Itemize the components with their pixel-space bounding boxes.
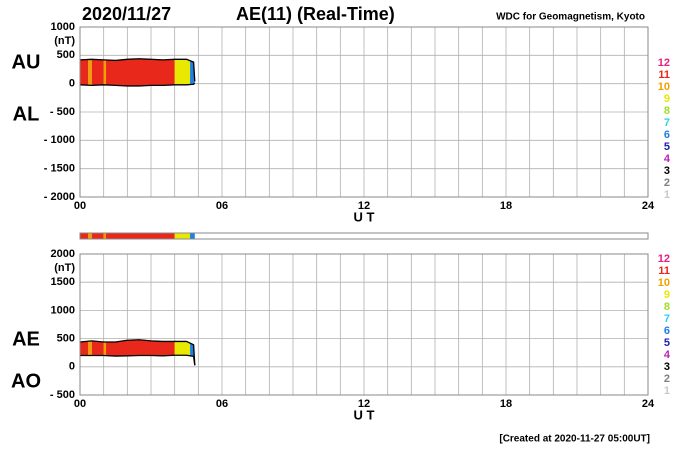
y-tick-label: - 500 [50,106,75,118]
station-band [91,59,104,86]
series-label: AO [11,370,41,392]
series-line [79,58,196,82]
x-axis-label: U T [354,407,375,422]
x-tick-label: 00 [74,200,86,212]
legend-entry: 9 [664,93,670,105]
x-tick-label: 06 [216,200,228,212]
x-tick-label: 18 [500,200,512,212]
legend-entry: 2 [664,177,670,189]
legend-entry: 6 [664,325,670,337]
station-band [174,341,191,356]
strip-band [88,233,92,239]
legend-entry: 1 [664,385,670,397]
strip-band [91,233,104,239]
legend-entry: 1 [664,189,670,201]
y-tick-label: 1000 [51,21,75,33]
series-label: AL [13,103,40,125]
station-band [80,59,89,86]
station-band [91,340,104,356]
series-line [79,82,196,87]
y-unit: (nT) [54,262,75,274]
station-band [80,341,89,356]
chart-title: AE(11) (Real-Time) [236,4,395,24]
legend-entry: 4 [664,349,671,361]
strip-band [103,233,107,239]
legend-entry: 3 [664,165,670,177]
y-tick-label: 2000 [51,248,75,260]
series-line [80,354,196,366]
y-tick-label: 500 [57,49,75,61]
station-band [106,58,175,86]
x-axis-label: U T [354,209,375,224]
y-tick-label: - 500 [50,389,75,401]
legend-entry: 4 [664,153,671,165]
legend-entry: 10 [658,277,670,289]
x-tick-label: 12 [358,200,370,212]
legend-entry: 11 [658,69,670,81]
legend-entry: 7 [664,117,670,129]
station-band [103,59,107,85]
strip-band [190,233,195,239]
strip-frame [79,232,649,240]
legend-entry: 10 [658,81,670,93]
y-tick-label: - 1500 [44,163,75,175]
station-band [88,59,92,86]
plot-frame [79,26,649,198]
legend-entry: 3 [664,361,670,373]
station-band [106,339,175,357]
x-tick-label: 24 [642,200,655,212]
station-band [103,341,107,356]
legend-entry: 5 [664,141,670,153]
series-label: AE [12,328,40,350]
legend-entry: 8 [664,301,670,313]
legend-entry: 6 [664,129,670,141]
x-tick-label: 00 [74,398,86,410]
legend-entry: 8 [664,105,670,117]
station-band [88,340,92,356]
legend-entry: 9 [664,289,670,301]
y-tick-label: 1000 [51,304,75,316]
strip-band [174,233,191,239]
y-tick-label: 1500 [51,276,75,288]
y-tick-label: 500 [57,333,75,345]
x-tick-label: 12 [358,398,370,410]
y-tick-label: - 2000 [44,191,75,203]
legend-entry: 2 [664,373,670,385]
x-tick-label: 06 [216,398,228,410]
footer: [Created at 2020-11-27 05:00UT] [499,434,650,445]
y-unit: (nT) [54,35,75,47]
legend-entry: 7 [664,313,670,325]
legend-entry: 5 [664,337,670,349]
x-tick-label: 18 [500,398,512,410]
series-label: AU [12,51,41,73]
x-tick-label: 24 [642,398,655,410]
source: WDC for Geomagnetism, Kyoto [496,12,645,23]
series-line [79,339,196,366]
y-tick-label: 0 [69,78,75,90]
date: 2020/11/27 [82,4,171,24]
y-tick-label: - 1000 [44,134,75,146]
plot-frame [79,253,649,396]
legend-entry: 12 [658,253,670,265]
strip-band [106,233,175,239]
y-tick-label: 0 [69,361,75,373]
strip-band [80,233,89,239]
legend-entry: 12 [658,57,670,69]
station-band [174,59,191,85]
legend-entry: 11 [658,265,670,277]
